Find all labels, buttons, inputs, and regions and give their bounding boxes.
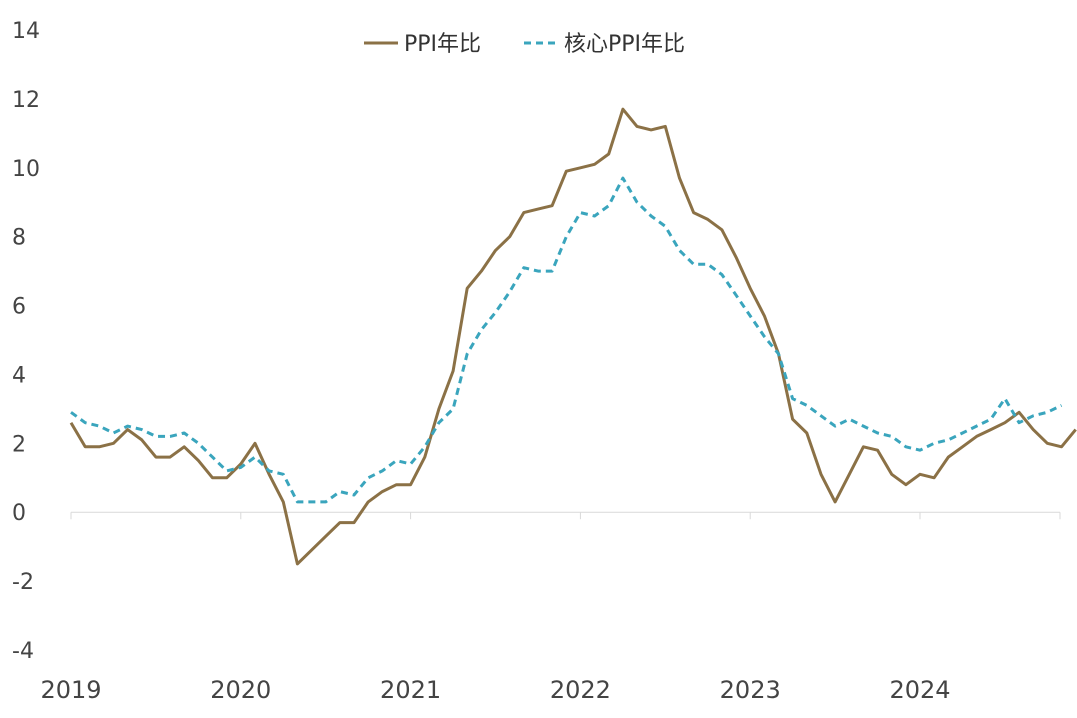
y-tick-label: 14 bbox=[12, 19, 40, 44]
legend: PPI年比 核心PPI年比 bbox=[364, 32, 685, 57]
y-tick-label: -4 bbox=[12, 639, 34, 664]
series-line-ppi bbox=[69, 107, 1077, 566]
y-tick-label: -2 bbox=[12, 570, 34, 595]
legend-label-core-ppi: 核心PPI年比 bbox=[564, 32, 685, 57]
y-tick-label: 0 bbox=[12, 501, 26, 526]
y-tick-label: 6 bbox=[12, 295, 26, 320]
x-tick-label: 2020 bbox=[210, 676, 271, 704]
y-axis-ticks: 14 12 10 8 6 4 2 0 -2 -4 bbox=[12, 19, 40, 664]
x-axis-ticks: 2019 2020 2021 2022 2023 2024 bbox=[40, 512, 1061, 704]
series-line-core-ppi bbox=[70, 176, 1063, 504]
series-lines bbox=[69, 107, 1077, 566]
x-tick-label: 2019 bbox=[40, 676, 101, 704]
y-tick-label: 8 bbox=[12, 226, 26, 251]
x-tick-label: 2024 bbox=[889, 676, 950, 704]
y-tick-label: 4 bbox=[12, 363, 26, 388]
y-tick-label: 12 bbox=[12, 88, 40, 113]
y-tick-label: 10 bbox=[12, 157, 40, 182]
y-tick-label: 2 bbox=[12, 432, 26, 457]
legend-label-ppi: PPI年比 bbox=[404, 32, 481, 57]
x-tick-label: 2023 bbox=[720, 676, 781, 704]
x-tick-label: 2021 bbox=[380, 676, 441, 704]
x-tick-label: 2022 bbox=[550, 676, 611, 704]
